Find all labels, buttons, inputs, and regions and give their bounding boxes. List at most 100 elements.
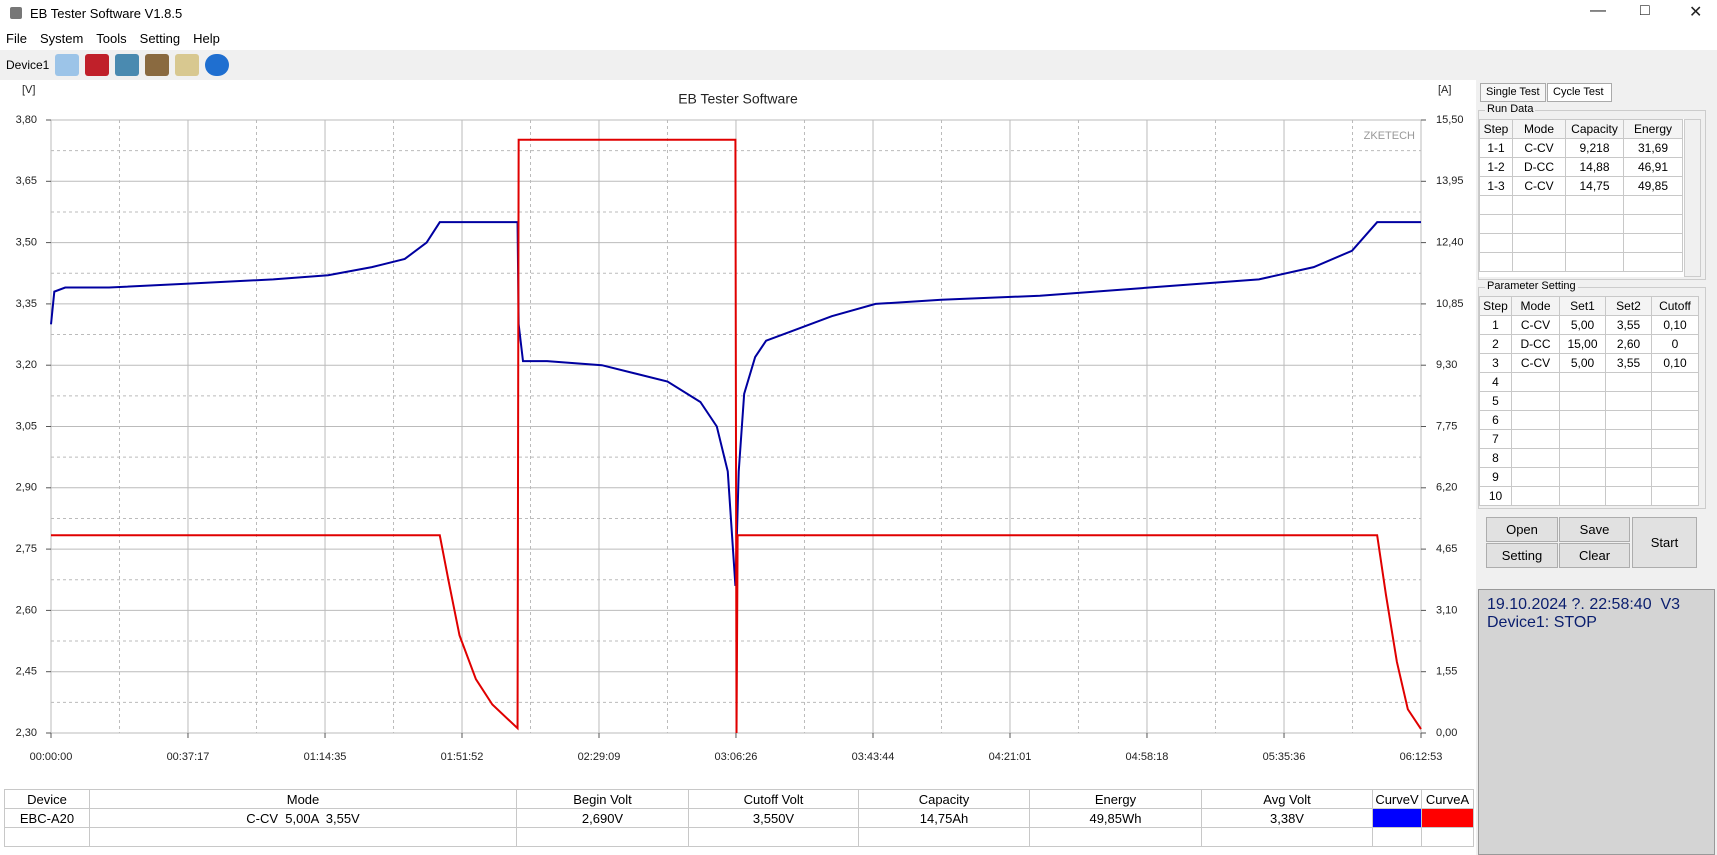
summary-table: Device Mode Begin Volt Cutoff Volt Capacity E…: [4, 789, 1474, 847]
scrollbar[interactable]: [1684, 119, 1701, 277]
table-row[interactable]: 6: [1479, 410, 1699, 430]
table-row[interactable]: 5: [1479, 391, 1699, 411]
save-icon[interactable]: [85, 54, 110, 76]
table-row[interactable]: 8: [1479, 448, 1699, 468]
table-cell: [1511, 410, 1560, 430]
menu-item[interactable]: Help: [193, 30, 220, 46]
table-cell: 3,55: [1605, 353, 1652, 373]
chart: EB Tester Software [V] [A] 00:00:00 00:37…: [16, 84, 1464, 763]
table-row[interactable]: [1479, 233, 1683, 253]
table-cell: [1511, 372, 1560, 392]
table-row[interactable]: 1-2 D-CC 14,88 46,91: [1479, 157, 1683, 177]
tools-icon[interactable]: [145, 54, 170, 76]
table-cell: 31,69: [1623, 138, 1683, 158]
table-cell: 46,91: [1623, 157, 1683, 177]
table-cell: 6: [1479, 410, 1512, 430]
table-row[interactable]: 2 D-CC 15,00 2,60 0: [1479, 334, 1699, 354]
table-row[interactable]: EBC-A20 C-CV 5,00A 3,55V 2,690V 3,550V 14,75…: [4, 808, 1474, 828]
image-icon[interactable]: [115, 54, 140, 76]
header-cell: Capacity: [1565, 119, 1624, 139]
table-row[interactable]: 1-3 C-CV 14,75 49,85: [1479, 176, 1683, 196]
menu-item[interactable]: System: [39, 30, 84, 46]
header-cell: Mode: [1512, 119, 1566, 139]
table-row[interactable]: 10: [1479, 486, 1699, 506]
table-row[interactable]: 4: [1479, 372, 1699, 392]
table-row[interactable]: [1479, 195, 1683, 215]
table-cell: [1372, 827, 1422, 847]
header-cell: Mode: [1511, 296, 1560, 316]
y2-tick-label: 10,85: [1436, 298, 1464, 310]
data-table: Step Mode Capacity Energy 1-1 C-CV 9,218 31,69 1…: [1479, 119, 1683, 272]
y-tick-label: 2,30: [16, 727, 37, 739]
watermark: ZKETECH: [1364, 130, 1415, 142]
close-button[interactable]: ✕: [1689, 4, 1703, 21]
table-row[interactable]: [1479, 252, 1683, 272]
y-tick-label: 2,45: [16, 666, 37, 678]
info-icon[interactable]: [205, 54, 230, 76]
maximize-button[interactable]: □: [1640, 2, 1650, 19]
table-cell: [1623, 214, 1683, 234]
table-cell: [1605, 448, 1652, 468]
header-cell: Set1: [1559, 296, 1606, 316]
open-icon[interactable]: [55, 54, 80, 76]
data-table: Step Mode Set1 Set2 Cutoff 1 C-CV 5,00 3,55 0,10 2…: [1479, 296, 1699, 506]
table-cell: 3,550V: [688, 808, 859, 828]
app-icon: [10, 7, 22, 19]
table-row[interactable]: [1479, 214, 1683, 234]
table-row[interactable]: 1-1 C-CV 9,218 31,69: [1479, 138, 1683, 158]
status-panel: 19.10.2024 ?. 22:58:40 V3 Device1: STOP: [1478, 589, 1715, 855]
y-axis-label: [V]: [22, 84, 35, 96]
chart-title: EB Tester Software: [678, 91, 798, 107]
table-cell: [1651, 372, 1699, 392]
table-cell: [1511, 391, 1560, 411]
summary: Device Mode Begin Volt Cutoff Volt Capacity E…: [4, 789, 1474, 847]
table-cell: [4, 827, 90, 847]
minimize-button[interactable]: —: [1590, 2, 1606, 19]
tab[interactable]: Cycle Test: [1547, 83, 1612, 102]
table-cell: 49,85Wh: [1029, 808, 1202, 828]
table-cell: 5,00: [1559, 353, 1606, 373]
table-row[interactable]: 7: [1479, 429, 1699, 449]
x-tick-label: 06:12:53: [1400, 751, 1443, 763]
search-icon[interactable]: [175, 54, 200, 76]
curve-swatch[interactable]: [1421, 808, 1474, 828]
device-selector[interactable]: Device1: [6, 58, 50, 72]
table-cell: [1559, 429, 1606, 449]
table-cell: [1605, 391, 1652, 411]
series-line: [50, 221, 1421, 586]
table-row[interactable]: 9: [1479, 467, 1699, 487]
table-cell: [1511, 486, 1560, 506]
tab[interactable]: Single Test: [1480, 83, 1546, 102]
table-cell: 10: [1479, 486, 1512, 506]
group-title: Parameter Setting: [1485, 280, 1578, 292]
table-cell: C-CV 5,00A 3,55V: [89, 808, 517, 828]
button[interactable]: Start: [1632, 517, 1697, 568]
table-cell: D-CC: [1511, 334, 1560, 354]
menu-item[interactable]: File: [6, 30, 27, 46]
button[interactable]: Clear: [1559, 543, 1630, 568]
curve-swatch[interactable]: [1372, 808, 1422, 828]
table-row[interactable]: 3 C-CV 5,00 3,55 0,10: [1479, 353, 1699, 373]
header-cell: Energy: [1623, 119, 1683, 139]
table-cell: [1565, 252, 1624, 272]
table-cell: 9: [1479, 467, 1512, 487]
table-row[interactable]: 1 C-CV 5,00 3,55 0,10: [1479, 315, 1699, 335]
table-cell: [1605, 467, 1652, 487]
table-cell: C-CV: [1512, 176, 1566, 196]
y2-tick-label: 9,30: [1436, 359, 1457, 371]
run-data-group: Run Data Step Mode Capacity Energy 1-1 C-CV 9,…: [1478, 103, 1706, 280]
table-cell: [1559, 391, 1606, 411]
header-cell: Begin Volt: [516, 789, 689, 809]
button[interactable]: Open: [1486, 517, 1558, 542]
table-cell: [1559, 410, 1606, 430]
table-cell: 3,55: [1605, 315, 1652, 335]
button[interactable]: Save: [1559, 517, 1630, 542]
table-cell: [1559, 467, 1606, 487]
y2-tick-label: 0,00: [1436, 727, 1457, 739]
button[interactable]: Setting: [1486, 543, 1558, 568]
table-cell: [1605, 372, 1652, 392]
menu-item[interactable]: Tools: [96, 30, 127, 46]
window-title: EB Tester Software V1.8.5: [30, 5, 183, 21]
y2-axis-label: [A]: [1438, 84, 1451, 96]
menu-item[interactable]: Setting: [139, 30, 181, 46]
